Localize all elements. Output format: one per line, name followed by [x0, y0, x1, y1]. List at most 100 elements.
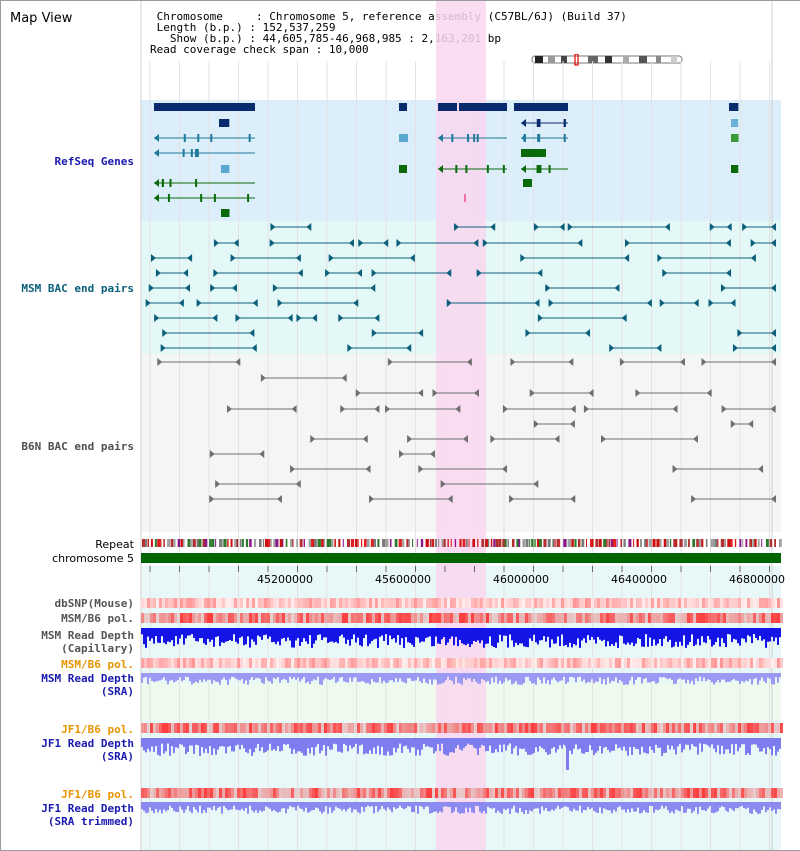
heat-cell	[648, 723, 651, 733]
depth-bar	[779, 673, 781, 678]
depth-bar	[249, 673, 251, 680]
depth-bar	[739, 738, 741, 748]
depth-bar	[419, 738, 421, 756]
depth-bar	[195, 628, 197, 642]
heat-cell	[144, 613, 147, 623]
depth-bar	[459, 802, 461, 814]
bac-end	[490, 435, 496, 443]
depth-bar	[409, 628, 411, 643]
heat-cell	[579, 658, 582, 668]
depth-bar	[587, 673, 589, 683]
msm-sra-depth-track-label[interactable]: MSM Read Depth (SRA)	[41, 672, 134, 698]
chromosome-ideogram[interactable]	[531, 54, 687, 66]
heat-cell	[753, 658, 756, 668]
depth-bar	[173, 738, 175, 754]
depth-bar	[765, 673, 767, 684]
heat-cell	[438, 658, 441, 668]
jf1-b6-pol-track-label[interactable]: JF1/B6 pol.	[61, 723, 134, 736]
depth-bar	[513, 802, 515, 806]
bac-end	[533, 420, 539, 428]
heat-cell	[417, 788, 420, 798]
msm-capillary-depth-track-label[interactable]: MSM Read Depth (Capillary)	[41, 629, 134, 655]
heat-cell	[585, 613, 588, 623]
depth-bar	[463, 802, 465, 814]
depth-bar	[609, 738, 611, 753]
depth-bar	[439, 628, 441, 644]
depth-bar	[607, 673, 609, 678]
depth-bar	[203, 628, 205, 644]
b6n-bac-track-label[interactable]: B6N BAC end pairs	[21, 440, 134, 453]
heat-cell	[159, 788, 162, 798]
depth-bar	[413, 802, 415, 813]
depth-bar	[153, 738, 155, 752]
depth-bar	[639, 673, 641, 678]
depth-bar	[377, 802, 379, 812]
heat-cell	[636, 658, 639, 668]
heat-cell	[654, 613, 657, 623]
heat-cell	[657, 723, 660, 733]
bac-end	[509, 495, 515, 503]
repeat-mark	[531, 539, 534, 547]
depth-bar	[447, 628, 449, 643]
heat-cell	[561, 613, 564, 623]
heat-cell	[750, 658, 753, 668]
heat-cell	[753, 613, 756, 623]
depth-bar	[661, 738, 663, 756]
refseq-track-label[interactable]: RefSeq Genes	[54, 155, 134, 168]
depth-bar	[563, 802, 565, 807]
heat-cell	[549, 723, 552, 733]
repeat-mark	[303, 539, 305, 547]
bac-end	[290, 465, 296, 473]
heat-cell	[303, 598, 306, 608]
depth-bar	[393, 738, 395, 748]
heat-cell	[246, 598, 249, 608]
depth-bar	[265, 802, 267, 807]
depth-bar	[259, 628, 261, 637]
jf1-trimmed-depth-track-label[interactable]: JF1 Read Depth (SRA trimmed)	[41, 802, 134, 828]
depth-bar	[501, 673, 503, 685]
repeat-mark	[529, 539, 531, 547]
repeat-mark	[192, 539, 196, 547]
repeat-mark	[245, 539, 249, 547]
repeat-mark	[765, 539, 769, 547]
dbsnp-track-label[interactable]: dbSNP(Mouse)	[54, 597, 134, 610]
heat-cell	[690, 613, 693, 623]
depth-bar	[591, 738, 593, 751]
depth-bar	[279, 738, 281, 752]
depth-bar	[775, 738, 777, 756]
heat-cell	[546, 723, 549, 733]
msm-bac-track-label[interactable]: MSM BAC end pairs	[21, 282, 134, 295]
depth-bar	[249, 628, 251, 648]
depth-bar	[427, 738, 429, 747]
heat-cell	[708, 723, 711, 733]
depth-bar	[317, 738, 319, 745]
heat-cell	[420, 598, 423, 608]
heat-cell	[375, 613, 378, 623]
heat-cell	[354, 723, 357, 733]
depth-bar	[653, 673, 655, 682]
gene-arrow	[521, 119, 526, 127]
depth-bar	[317, 673, 319, 677]
depth-bar	[321, 738, 323, 751]
heat-cell	[774, 723, 777, 733]
heat-cell	[297, 598, 300, 608]
msm-b6-pol-track-label[interactable]: MSM/B6 pol.	[61, 612, 134, 625]
bac-end	[473, 239, 479, 247]
depth-bar	[577, 738, 579, 750]
heat-cell	[147, 658, 150, 668]
jf1-sra-depth-track-label[interactable]: JF1 Read Depth (SRA)	[41, 737, 134, 763]
heat-cell	[636, 723, 639, 733]
repeat-mark	[432, 539, 435, 547]
heat-cell	[249, 788, 252, 798]
heat-cell	[474, 788, 477, 798]
heat-cell	[597, 598, 600, 608]
depth-bar	[559, 673, 561, 681]
heat-cell	[666, 613, 669, 623]
heat-cell	[318, 723, 321, 733]
msm-b6-pol-sra-track-label[interactable]: MSM/B6 pol.	[61, 658, 134, 671]
jf1-b6-pol-trim-track-label[interactable]: JF1/B6 pol.	[61, 788, 134, 801]
bac-end	[235, 314, 241, 322]
heat-cell	[720, 613, 723, 623]
depth-bar	[617, 738, 619, 749]
